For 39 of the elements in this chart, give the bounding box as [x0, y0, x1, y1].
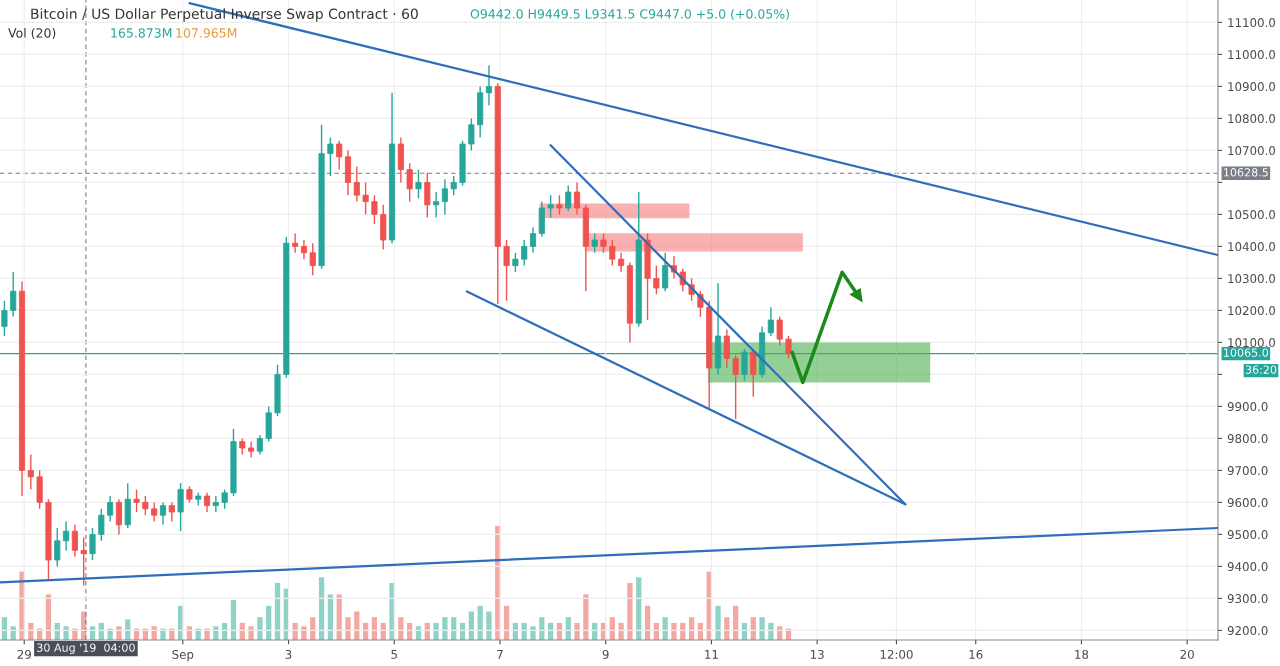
- y-tick-label: 10400.0: [1228, 242, 1276, 252]
- y-tick-label: 9400.0: [1227, 562, 1268, 572]
- text: 36:20: [1245, 365, 1277, 374]
- x-tick-label: 5: [391, 650, 397, 659]
- y-tick-label: 9800.0: [1227, 434, 1268, 444]
- x-tick-label: 3: [285, 649, 292, 659]
- y-tick-label: 11100.0: [1228, 18, 1276, 28]
- y-tick-label: 9600.0: [1227, 498, 1268, 508]
- y-tick-label: 10500.0: [1228, 210, 1276, 220]
- x-tick-label: 12:00: [880, 649, 913, 659]
- y-tick-label: 9500.0: [1227, 530, 1268, 540]
- x-tick-label: Sep: [172, 649, 194, 662]
- x-tick-label: 9: [602, 649, 609, 659]
- y-tick-label: 9700.0: [1227, 466, 1268, 476]
- x-tick-label: 29: [17, 649, 31, 659]
- y-tick-label: 9200.0: [1227, 626, 1268, 636]
- annotation: 165.873M: [111, 28, 172, 38]
- annotation: O9442.0 H9449.5 L9341.5 C9447.0 +5.0 (+0.05%): [470, 8, 789, 21]
- annotation: Vol (20): [8, 27, 56, 40]
- y-tick-label: 10800.0: [1228, 114, 1276, 124]
- x-tick-label: 18: [1075, 649, 1089, 659]
- annotation: 107.965M: [176, 28, 237, 38]
- y-tick-label: 10300.0: [1228, 274, 1276, 284]
- x-tick-label: 16: [969, 649, 983, 659]
- y-tick-label: 9900.0: [1227, 402, 1268, 412]
- x-tick-label: 20: [1180, 649, 1194, 659]
- x-tick-label: 13: [810, 649, 824, 659]
- y-tick-label: 10900.0: [1228, 82, 1276, 92]
- y-tick-label: 10700.0: [1228, 146, 1276, 156]
- x-tick-label: 7: [497, 650, 503, 659]
- y-tick-label: 10100.0: [1228, 338, 1276, 348]
- text: Bitcoin / US Dollar Perpetual Inverse Swap Contract · 60: [31, 8, 418, 22]
- ref-line-label: 10065.0: [1224, 348, 1269, 357]
- x-tick-label: 11: [705, 650, 718, 659]
- y-tick-label: 9300.0: [1227, 594, 1268, 604]
- y-tick-label: 10200.0: [1228, 306, 1276, 316]
- ref-line-label: 10628.5: [1224, 168, 1268, 177]
- ref-line-label: 30 Aug '19 04:00: [37, 643, 135, 654]
- y-tick-label: 11000.0: [1228, 50, 1276, 60]
